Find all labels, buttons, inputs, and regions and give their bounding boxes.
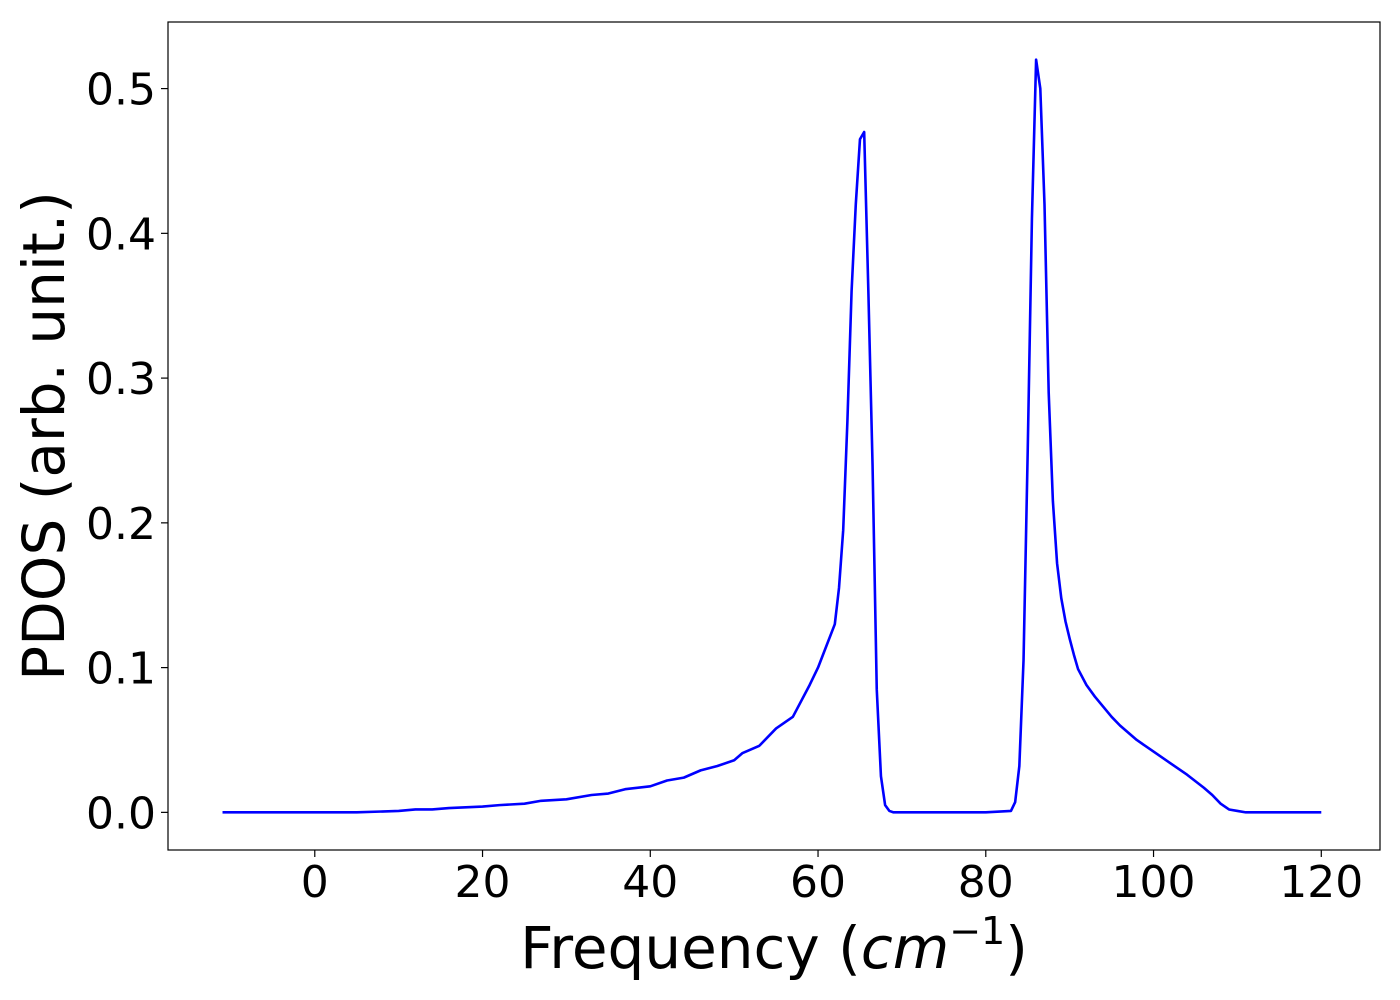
x-axis-label: Frequency (cm−1) [520, 909, 1028, 982]
x-tick-label: 80 [958, 857, 1014, 908]
y-tick-label: 0.0 [86, 788, 156, 839]
x-tick-label: 60 [790, 857, 846, 908]
y-axis-ticks: 0.0 0.1 0.2 0.3 0.4 0.5 [86, 65, 168, 839]
pdos-series-line [222, 58, 1322, 814]
x-axis-label-exponent: −1 [949, 909, 1005, 953]
x-tick-label: 100 [1112, 857, 1196, 908]
plot-area-frame [167, 21, 1381, 851]
x-axis-label-unit: cm [861, 914, 949, 982]
x-axis-label-close: ) [1005, 914, 1028, 982]
series-layer [222, 58, 1322, 814]
y-axis-label: PDOS (arb. unit.) [10, 191, 78, 681]
x-axis-label-text: Frequency ( [520, 914, 861, 982]
y-tick-label: 0.1 [86, 644, 156, 695]
x-tick-label: 0 [301, 857, 329, 908]
y-tick-label: 0.2 [86, 499, 156, 550]
y-tick-label: 0.5 [86, 65, 156, 116]
x-tick-label: 120 [1279, 857, 1363, 908]
x-tick-label: 20 [455, 857, 511, 908]
y-tick-label: 0.3 [86, 354, 156, 405]
y-tick-label: 0.4 [86, 209, 156, 260]
x-axis-ticks: 0 20 40 60 80 100 120 [301, 850, 1363, 908]
x-tick-label: 40 [622, 857, 678, 908]
